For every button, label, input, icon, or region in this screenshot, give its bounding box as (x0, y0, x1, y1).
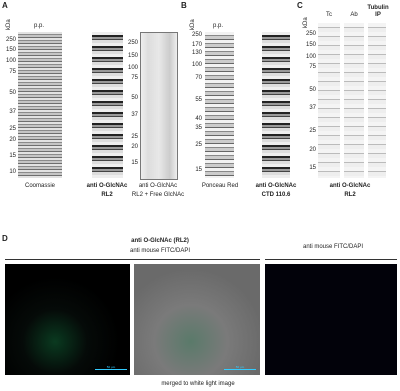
lane-header: Ab (350, 12, 358, 18)
micrograph (265, 264, 397, 375)
gel-lane (205, 32, 234, 178)
lane-header: Tubulin (367, 5, 389, 11)
gel-lane (18, 32, 62, 178)
gel-lane (262, 32, 290, 178)
marker-label: 37 (9, 109, 16, 115)
marker-label: 25 (309, 128, 316, 134)
lane-label: RL2 (101, 192, 113, 198)
marker-label: 170 (191, 42, 202, 48)
lane-label: CTD 110.6 (261, 192, 291, 198)
marker-label: 100 (127, 65, 138, 71)
marker-label: 37 (131, 112, 138, 118)
lane-label: anti O-GlcNAc (138, 183, 178, 189)
marker-label: 25 (9, 126, 16, 132)
marker-label: 250 (191, 32, 202, 38)
panel-header: anti mouse FITC/DAPI (302, 244, 364, 250)
gel-lane (92, 32, 123, 178)
marker-label: 250 (5, 37, 16, 43)
lane-label: anti O-GlcNAc (329, 183, 371, 189)
marker-label: 20 (309, 147, 316, 153)
divider (5, 259, 260, 260)
gel-lane (344, 23, 364, 178)
lane-label: anti O-GlcNAc (86, 183, 128, 189)
marker-label: 70 (195, 75, 202, 81)
gel-lane (140, 32, 178, 180)
marker-label: 10 (9, 169, 16, 175)
panel-label: A (2, 1, 8, 10)
marker-label: 250 (127, 40, 138, 46)
marker-label: 50 (309, 87, 316, 93)
unit-label: kDa (190, 19, 196, 30)
lane-label: Ponceau Red (201, 183, 239, 189)
marker-label: 75 (309, 64, 316, 70)
lane-header: Tc (326, 12, 332, 18)
marker-label: 15 (195, 167, 202, 173)
marker-label: 75 (131, 75, 138, 81)
marker-label: 100 (305, 54, 316, 60)
panel-label: B (181, 1, 187, 10)
scale-bar (95, 369, 127, 370)
marker-label: 50 (131, 95, 138, 101)
lane-label: anti O-GlcNAc (255, 183, 297, 189)
marker-label: 150 (305, 42, 316, 48)
marker-label: 150 (5, 47, 16, 53)
marker-label: 100 (5, 58, 16, 64)
gel-lane (368, 23, 386, 178)
divider (265, 259, 397, 260)
marker-label: 37 (309, 105, 316, 111)
marker-label: 20 (131, 144, 138, 150)
scale-bar-label: 50 µm (235, 365, 245, 369)
lane-label: Coomassie (24, 183, 56, 189)
marker-label: 130 (191, 50, 202, 56)
lane-header: IP (375, 12, 381, 18)
marker-label: 15 (131, 160, 138, 166)
marker-label: 15 (9, 153, 16, 159)
gel-lane (318, 23, 340, 178)
marker-label: 100 (191, 62, 202, 68)
scale-bar-label: 50 µm (106, 365, 116, 369)
marker-label: 25 (195, 142, 202, 148)
panel-header: anti O-GlcNAc (RL2) (131, 238, 189, 244)
caption: merged to white light image (161, 381, 235, 387)
unit-label: kDa (6, 19, 12, 30)
marker-label: 75 (9, 69, 16, 75)
marker-label: 50 (9, 90, 16, 96)
marker-label: 35 (195, 125, 202, 131)
lane-note: p.p. (34, 23, 45, 29)
marker-label: 55 (195, 97, 202, 103)
scale-bar (224, 369, 256, 370)
marker-label: 40 (195, 116, 202, 122)
marker-label: 150 (127, 53, 138, 59)
panel-header: anti mouse FITC/DAPI (129, 248, 191, 254)
lane-note: p.p. (213, 23, 224, 29)
marker-label: 15 (309, 165, 316, 171)
panel-label: C (297, 1, 303, 10)
lane-label: RL2 + Free GlcNAc (131, 192, 185, 198)
marker-label: 25 (131, 134, 138, 140)
micrograph (5, 264, 130, 375)
marker-label: 20 (9, 137, 16, 143)
panel-label: D (2, 234, 8, 243)
marker-label: 250 (305, 31, 316, 37)
lane-label: RL2 (344, 192, 356, 198)
micrograph (134, 264, 260, 375)
unit-label: kDa (303, 17, 309, 28)
